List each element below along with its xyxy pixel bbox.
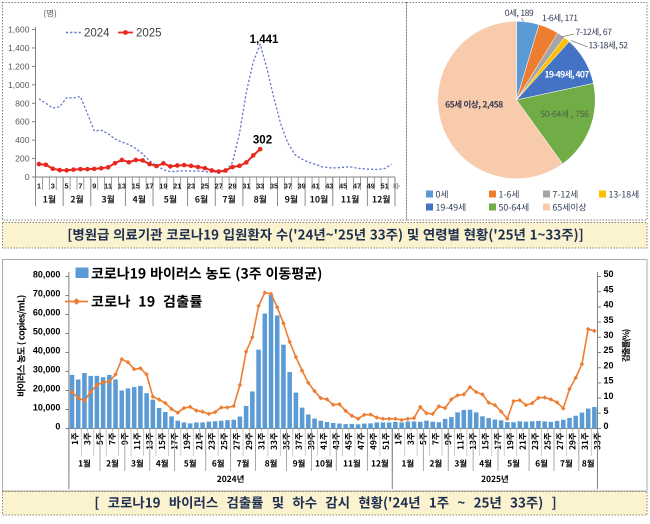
svg-text:39: 39 <box>298 182 306 191</box>
svg-text:21: 21 <box>173 182 181 191</box>
svg-text:11: 11 <box>104 182 112 191</box>
svg-text:37: 37 <box>284 182 292 191</box>
svg-text:1,200: 1,200 <box>8 61 30 71</box>
svg-text:1,000: 1,000 <box>8 80 30 90</box>
svg-text:0: 0 <box>25 172 30 182</box>
svg-text:9: 9 <box>92 182 96 191</box>
svg-text:200: 200 <box>15 154 30 164</box>
svg-text:302: 302 <box>253 135 272 147</box>
svg-text:60,000: 60,000 <box>33 307 61 317</box>
svg-text:10: 10 <box>604 391 614 401</box>
svg-text:1,600: 1,600 <box>8 25 30 35</box>
svg-text:51: 51 <box>381 182 389 191</box>
svg-text:10,000: 10,000 <box>33 402 61 412</box>
svg-text:400: 400 <box>15 135 30 145</box>
svg-text:35: 35 <box>604 315 614 325</box>
svg-text:19: 19 <box>159 182 167 191</box>
svg-text:47: 47 <box>353 182 361 191</box>
svg-text:23: 23 <box>187 182 195 191</box>
svg-text:17: 17 <box>145 182 153 191</box>
svg-text:25: 25 <box>201 182 209 191</box>
svg-text:40,000: 40,000 <box>33 345 61 355</box>
svg-text:25: 25 <box>604 345 614 355</box>
svg-text:50: 50 <box>604 269 614 279</box>
svg-text:1: 1 <box>37 182 41 191</box>
svg-text:1,400: 1,400 <box>8 43 30 53</box>
svg-text:13: 13 <box>118 182 126 191</box>
svg-text:70,000: 70,000 <box>33 288 61 298</box>
svg-text:20,000: 20,000 <box>33 383 61 393</box>
svg-text:30: 30 <box>604 330 614 340</box>
svg-text:0: 0 <box>604 421 609 431</box>
svg-text:0: 0 <box>55 421 60 431</box>
svg-text:49: 49 <box>367 182 375 191</box>
svg-text:50,000: 50,000 <box>33 326 61 336</box>
svg-text:7: 7 <box>78 182 82 191</box>
svg-text:5: 5 <box>604 406 609 416</box>
svg-text:40: 40 <box>604 300 614 310</box>
svg-text:2025: 2025 <box>136 28 162 40</box>
svg-text:2024: 2024 <box>84 28 110 40</box>
svg-text:41: 41 <box>311 182 319 191</box>
svg-text:45: 45 <box>604 284 614 294</box>
svg-text:3: 3 <box>51 182 55 191</box>
svg-text:600: 600 <box>15 117 30 127</box>
svg-text:20: 20 <box>604 360 614 370</box>
svg-text:35: 35 <box>270 182 278 191</box>
svg-text:43: 43 <box>325 182 333 191</box>
svg-text:29: 29 <box>228 182 236 191</box>
svg-text:27: 27 <box>215 182 223 191</box>
svg-text:5: 5 <box>65 182 69 191</box>
svg-text:800: 800 <box>15 98 30 108</box>
svg-text:15: 15 <box>604 376 614 386</box>
svg-text:31: 31 <box>242 182 250 191</box>
svg-text:1,441: 1,441 <box>250 34 279 46</box>
svg-text:45: 45 <box>339 182 347 191</box>
svg-text:33: 33 <box>256 182 264 191</box>
svg-text:15: 15 <box>132 182 140 191</box>
svg-text:80,000: 80,000 <box>33 269 61 279</box>
svg-text:30,000: 30,000 <box>33 364 61 374</box>
